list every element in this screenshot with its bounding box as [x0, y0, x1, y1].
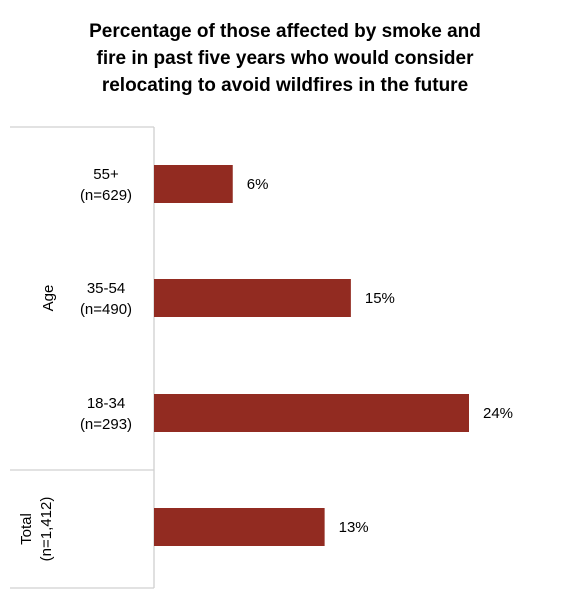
chart-title: Percentage of those affected by smoke an…: [0, 18, 570, 99]
group-label-total-n: (n=1,412): [38, 497, 55, 562]
labels-layer: 6% 55+ (n=629) 15% 35-54 (n=490) 24% 18-34 (n=29…: [18, 166, 513, 561]
category-label-0-0: 55+: [93, 166, 119, 183]
bars-layer: [154, 165, 469, 546]
group-label-age: Age: [40, 285, 57, 312]
category-n-0-0: (n=629): [80, 187, 132, 204]
value-label-0-1: 15%: [365, 290, 395, 307]
value-label-0-0: 6%: [247, 176, 269, 193]
category-n-0-1: (n=490): [80, 301, 132, 318]
bar-1-0: [154, 508, 325, 546]
value-label-0-2: 24%: [483, 405, 513, 422]
chart-title-line-2: fire in past five years who would consid…: [96, 48, 474, 69]
chart-title-line-3: relocating to avoid wildfires in the fut…: [101, 75, 469, 96]
category-n-0-2: (n=293): [80, 416, 132, 433]
chart-title-line-1: Percentage of those affected by smoke an…: [89, 21, 481, 42]
bar-0-2: [154, 394, 469, 432]
bar-0-1: [154, 279, 351, 317]
value-label-1-0: 13%: [339, 519, 369, 536]
category-label-0-2: 18-34: [87, 395, 125, 412]
bar-0-0: [154, 165, 233, 203]
category-label-0-1: 35-54: [87, 280, 125, 297]
group-label-total: Total: [18, 513, 35, 545]
